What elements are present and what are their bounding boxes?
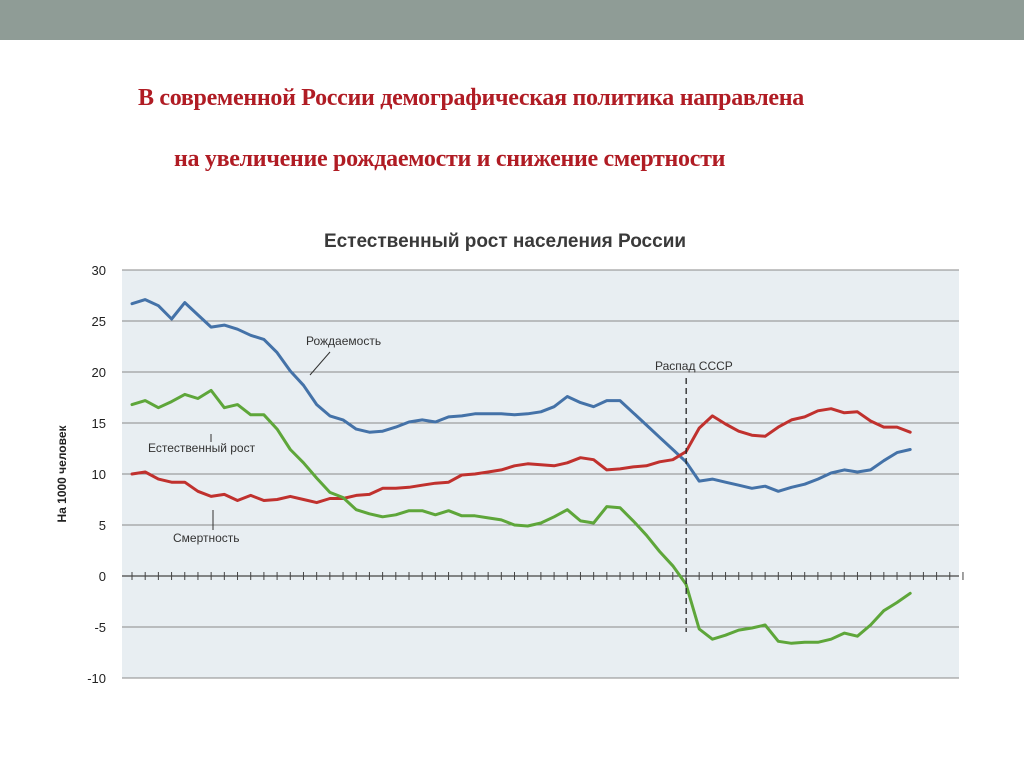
top-bar bbox=[0, 0, 1024, 40]
slide-title-line2: на увеличение рождаемости и снижение сме… bbox=[174, 146, 726, 172]
y-axis: 30 25 20 15 10 5 0 -5 -10 bbox=[87, 263, 106, 686]
annotations: Рождаемость Естественный рост Смертность Ра… bbox=[148, 334, 733, 632]
y-tick-label: 20 bbox=[92, 365, 106, 380]
series-line-birth bbox=[130, 298, 912, 493]
y-tick-label: 5 bbox=[99, 518, 106, 533]
annotation-birth: Рождаемость bbox=[306, 334, 381, 348]
annotation-ussr-collapse: Распад СССР bbox=[655, 359, 733, 373]
y-tick-label: 0 bbox=[99, 569, 106, 584]
grid bbox=[122, 269, 959, 679]
y-tick-label: -10 bbox=[87, 671, 106, 686]
series-line-death bbox=[130, 407, 912, 505]
y-tick-label: 15 bbox=[92, 416, 106, 431]
y-axis-title: На 1000 человек bbox=[55, 424, 69, 522]
annotation-birth-leader bbox=[309, 351, 331, 376]
slide-title-line1: В современной России демографическая пол… bbox=[138, 85, 804, 111]
y-tick-label: 10 bbox=[92, 467, 106, 482]
y-tick-label: 25 bbox=[92, 314, 106, 329]
chart-title: Естественный рост населения России bbox=[324, 231, 686, 252]
annotation-natural: Естественный рост bbox=[148, 441, 256, 455]
series-line-natural bbox=[130, 388, 912, 645]
series-group bbox=[130, 298, 912, 645]
y-tick-label: 30 bbox=[92, 263, 106, 278]
y-tick-label: -5 bbox=[94, 620, 106, 635]
annotation-death: Смертность bbox=[173, 531, 240, 545]
natural-growth-chart: Естественный рост населения России 30 25 2… bbox=[55, 231, 964, 686]
